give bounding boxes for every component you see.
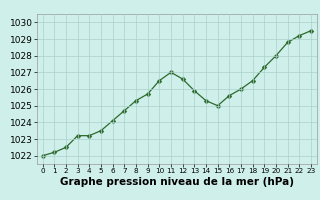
X-axis label: Graphe pression niveau de la mer (hPa): Graphe pression niveau de la mer (hPa) xyxy=(60,177,294,187)
